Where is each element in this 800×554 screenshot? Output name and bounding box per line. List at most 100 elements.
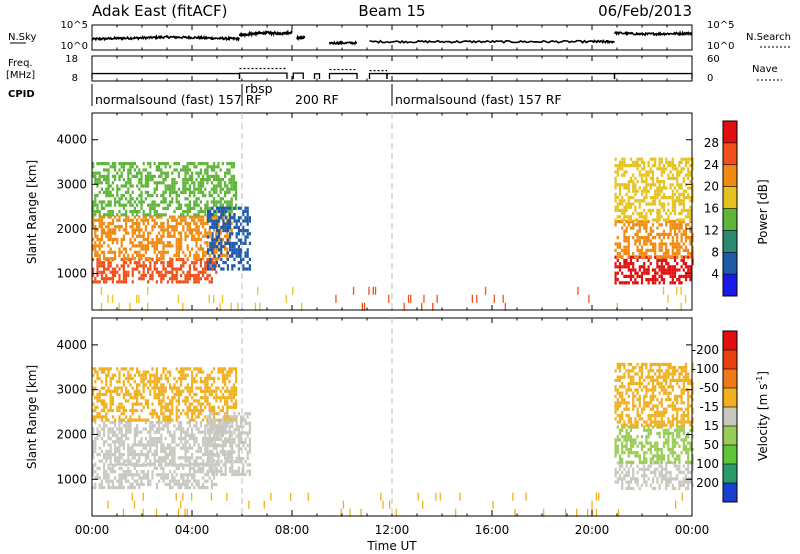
power-yticks-label-0: 1000: [56, 266, 87, 280]
velocity-plot-region-4: [614, 461, 694, 491]
reference-time-lines: [241, 113, 393, 516]
power-plot-region-8: [335, 286, 590, 311]
freq-segment-0: [91, 72, 241, 79]
velocity-colorbar-swatch-5: [723, 388, 737, 407]
nsearch-label: N.Search: [746, 32, 791, 43]
freq-segment-5: [368, 72, 388, 79]
velocity-colorbar: 200 100 50 15 -15 -50 -100 -200: [692, 330, 738, 503]
date-title: 06/Feb/2013: [598, 2, 692, 20]
power-plot: [92, 157, 694, 311]
nsky-segment-2: [296, 34, 306, 42]
freq-unit: [MHz]: [6, 70, 35, 81]
velocity-plot-region-2: [92, 367, 238, 422]
x-axis-label: Time UT: [366, 539, 417, 553]
freq-segment-3: [313, 73, 321, 79]
nsky-series: [91, 29, 693, 46]
nsky-segment-4: [369, 38, 615, 45]
power-plot-region-5: [614, 220, 694, 259]
velocity-colorbar-label-5: -50: [699, 381, 719, 395]
power-plot-region-7: [100, 286, 303, 311]
velocity-plot-region-6: [614, 362, 694, 427]
freq-label: Freq.: [8, 58, 33, 69]
power-colorbar-label-3: 16: [704, 202, 719, 216]
power-colorbar-swatch-0: [723, 274, 737, 296]
velocity-colorbar-swatch-6: [723, 369, 737, 388]
power-y-ticks: 1000 2000 3000 4000: [56, 133, 692, 280]
velocity-colorbar-label: Velocity [m s-1]: [755, 371, 770, 461]
freq-segment-6: [386, 72, 616, 79]
nsearch-tick-top: 10^5: [707, 20, 734, 31]
velocity-plot-region-5: [614, 425, 694, 464]
nave-tick-bottom: 0: [707, 73, 713, 84]
power-plot-region-4: [614, 255, 694, 285]
velocity-colorbar-label-4: -15: [699, 400, 719, 414]
velocity-plot-region-0: [92, 463, 218, 490]
velocity-colorbar-swatch-4: [723, 407, 737, 426]
nsky-label: N.Sky: [8, 32, 36, 43]
power-plot-region-9: [616, 286, 687, 311]
nave-tick-top: 60: [707, 54, 720, 65]
nsky-segment-5: [613, 30, 693, 37]
power-colorbar-swatch-2: [723, 230, 737, 253]
x-tick-label-3: 12:00: [375, 523, 410, 537]
nsky-segment-3: [328, 40, 358, 46]
power-yticks-label-2: 3000: [56, 177, 87, 191]
velocity-colorbar-label-1: 100: [696, 457, 719, 471]
cpid-mode-1: rbsp: [245, 81, 273, 96]
velocity-plot-region-3: [207, 412, 251, 477]
freq-segment-7: [613, 72, 693, 79]
freq-panel: Freq. [MHz] 18 8 60 0 Nave: [6, 54, 782, 84]
power-colorbar-swatch-6: [723, 142, 737, 165]
x-tick-label-0: 00:00: [75, 523, 110, 537]
nsearch-tick-bottom: 10^0: [707, 41, 734, 52]
power-colorbar-label-6: 28: [704, 136, 719, 150]
power-colorbar-swatch-1: [723, 252, 737, 275]
power-colorbar-label: Power [dB]: [756, 179, 770, 244]
velocity-plot-region-7: [107, 492, 683, 517]
velocity-colorbar-label-3: 15: [704, 419, 719, 433]
velocity-x-ticks: 00:00 04:00 08:00 12:00 16:00 20:00 00:00: [75, 25, 710, 537]
nave-label: Nave: [752, 64, 778, 75]
nsky-segment-0: [91, 33, 240, 42]
velocity-colorbar-label-6: -100: [692, 362, 719, 376]
velocity-colorbar-swatch-8: [723, 331, 737, 350]
velocity-colorbar-frame: [722, 330, 738, 503]
velocity-colorbar-swatch-3: [723, 426, 737, 445]
power-panel: Slant Range [km] 1000 2000 3000 4000 4 8 12 16…: [25, 112, 770, 311]
power-colorbar-label-1: 8: [711, 245, 719, 259]
velocity-colorbar-swatch-1: [723, 464, 737, 483]
power-colorbar-label-4: 20: [704, 180, 719, 194]
power-colorbar-swatch-3: [723, 208, 737, 231]
velocity-yticks-label-2: 3000: [56, 383, 87, 397]
freq-segment-2: [292, 72, 304, 79]
power-yticks-label-3: 4000: [56, 133, 87, 147]
power-yticks-label-1: 2000: [56, 222, 87, 236]
power-colorbar: 4 8 12 16 20 24 28: [704, 120, 738, 297]
x-tick-label-6: 00:00: [675, 523, 710, 537]
nsky-segment-1: [238, 29, 293, 39]
beam-title: Beam 15: [358, 2, 425, 20]
freq-tick-bottom: 8: [72, 73, 78, 84]
cpid-mode-2: 200 RF: [295, 92, 339, 107]
power-colorbar-label-2: 12: [704, 223, 719, 237]
velocity-colorbar-label-0: 200: [696, 476, 719, 490]
power-plot-region-0: [92, 257, 218, 284]
power-plot-region-2: [92, 162, 238, 217]
power-colorbar-swatch-7: [723, 121, 737, 143]
nsky-panel: N.Sky 10^5 10^0 10^5 10^0 N.Search: [8, 20, 791, 52]
velocity-yticks-label-1: 2000: [56, 427, 87, 441]
radar-title: Adak East (fitACF): [92, 2, 227, 20]
cpid-mode-3: normalsound (fast) 157 RF: [395, 92, 562, 107]
nsky-tick-bottom: 10^0: [61, 41, 88, 52]
power-colorbar-label-0: 4: [711, 267, 719, 281]
x-tick-label-5: 20:00: [575, 523, 610, 537]
power-colorbar-label-5: 24: [704, 158, 719, 172]
velocity-yticks-label-3: 4000: [56, 338, 87, 352]
velocity-colorbar-swatch-0: [723, 483, 737, 502]
power-colorbar-swatch-4: [723, 186, 737, 209]
velocity-colorbar-swatch-2: [723, 445, 737, 464]
freq-tick-top: 18: [65, 54, 78, 65]
